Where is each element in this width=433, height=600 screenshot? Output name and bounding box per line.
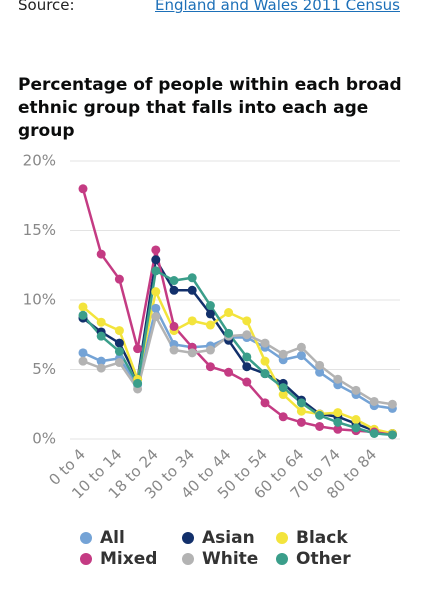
point bbox=[133, 344, 143, 354]
legend-marker bbox=[182, 553, 194, 565]
point bbox=[260, 369, 270, 379]
source-label: Source: bbox=[18, 0, 75, 14]
point bbox=[205, 320, 215, 330]
point bbox=[169, 285, 179, 295]
point bbox=[133, 378, 143, 388]
point bbox=[78, 302, 88, 312]
point bbox=[242, 330, 252, 340]
y-tick-label: 20% bbox=[23, 152, 56, 170]
point bbox=[78, 310, 88, 320]
point bbox=[351, 423, 361, 433]
y-tick-label: 5% bbox=[32, 360, 56, 378]
y-tick-label: 0% bbox=[32, 430, 56, 448]
point bbox=[315, 410, 325, 420]
legend-marker bbox=[80, 532, 92, 544]
point bbox=[114, 346, 124, 356]
point bbox=[187, 348, 197, 358]
point bbox=[369, 428, 379, 438]
point bbox=[205, 362, 215, 372]
point bbox=[96, 363, 106, 373]
point bbox=[260, 338, 270, 348]
point bbox=[205, 301, 215, 311]
point bbox=[242, 362, 252, 372]
point bbox=[169, 276, 179, 286]
point bbox=[351, 385, 361, 395]
legend-marker bbox=[182, 532, 194, 544]
point bbox=[296, 342, 306, 352]
legend-label: Black bbox=[296, 528, 348, 548]
point bbox=[315, 367, 325, 377]
point bbox=[78, 356, 88, 366]
point bbox=[260, 398, 270, 408]
legend-marker bbox=[80, 553, 92, 565]
point bbox=[296, 351, 306, 361]
point bbox=[114, 338, 124, 348]
y-tick-label: 15% bbox=[23, 221, 56, 239]
point bbox=[351, 415, 361, 425]
legend-label: White bbox=[202, 549, 258, 569]
point bbox=[260, 356, 270, 366]
legend-label: Asian bbox=[202, 528, 255, 548]
point bbox=[278, 349, 288, 359]
point bbox=[387, 430, 397, 440]
point bbox=[278, 412, 288, 422]
legend-label: Other bbox=[296, 549, 351, 569]
point bbox=[242, 316, 252, 326]
point bbox=[242, 352, 252, 362]
series-line bbox=[81, 188, 393, 437]
point bbox=[242, 377, 252, 387]
point bbox=[296, 406, 306, 416]
point bbox=[187, 273, 197, 283]
point bbox=[114, 326, 124, 336]
point bbox=[78, 348, 88, 358]
point bbox=[96, 249, 106, 259]
point bbox=[187, 285, 197, 295]
point bbox=[151, 287, 161, 297]
point bbox=[278, 383, 288, 393]
point bbox=[224, 328, 234, 338]
point bbox=[333, 424, 343, 434]
point bbox=[224, 308, 234, 318]
point bbox=[205, 345, 215, 355]
point bbox=[114, 274, 124, 284]
point bbox=[96, 356, 106, 366]
point bbox=[296, 398, 306, 408]
point bbox=[369, 396, 379, 406]
point bbox=[169, 345, 179, 355]
point bbox=[387, 399, 397, 409]
point bbox=[315, 360, 325, 370]
point bbox=[78, 184, 88, 194]
point bbox=[96, 331, 106, 341]
point bbox=[151, 266, 161, 276]
point bbox=[224, 367, 234, 377]
point bbox=[151, 255, 161, 265]
point bbox=[315, 421, 325, 431]
point bbox=[333, 417, 343, 427]
point bbox=[278, 390, 288, 400]
point bbox=[333, 408, 343, 418]
point bbox=[205, 309, 215, 319]
point bbox=[151, 312, 161, 322]
point bbox=[151, 303, 161, 313]
legend-label: All bbox=[100, 528, 125, 548]
point bbox=[296, 417, 306, 427]
y-tick-label: 10% bbox=[23, 291, 56, 309]
point bbox=[169, 321, 179, 331]
legend-marker bbox=[276, 532, 288, 544]
point bbox=[333, 374, 343, 384]
point bbox=[114, 358, 124, 368]
legend-marker bbox=[276, 553, 288, 565]
source-link[interactable]: England and Wales 2011 Census bbox=[155, 0, 400, 14]
chart-title: Percentage of people within each broad e… bbox=[18, 75, 402, 141]
legend-label: Mixed bbox=[100, 549, 157, 569]
point bbox=[151, 245, 161, 255]
point bbox=[187, 316, 197, 326]
point bbox=[96, 317, 106, 327]
